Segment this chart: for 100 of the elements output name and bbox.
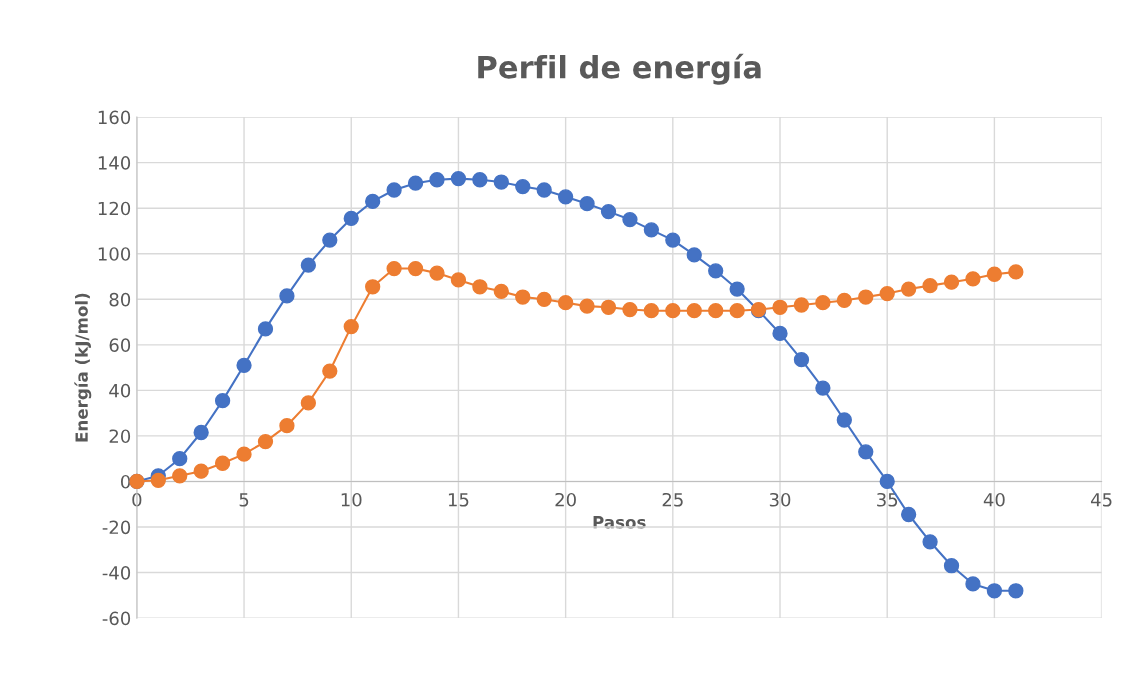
y-tick-label: 0	[121, 474, 131, 489]
point	[193, 424, 209, 441]
point	[472, 172, 488, 188]
y-tick-label: 120	[98, 201, 131, 216]
x-tick-label: 0	[132, 492, 142, 507]
point	[943, 558, 960, 574]
point	[407, 260, 424, 277]
point	[772, 299, 788, 315]
point	[322, 232, 338, 248]
point	[236, 357, 252, 373]
point	[557, 295, 574, 311]
point	[922, 534, 938, 550]
point	[1008, 264, 1024, 280]
x-tick-label: 15	[448, 493, 469, 507]
point	[643, 303, 660, 319]
point	[214, 455, 231, 471]
point	[943, 274, 960, 290]
point	[279, 288, 295, 304]
y-tick-label: -20	[102, 520, 131, 535]
point	[686, 303, 702, 319]
y-tick-label: -40	[102, 566, 131, 580]
point	[879, 473, 895, 490]
point	[708, 263, 724, 279]
x-tick-label: 35	[877, 492, 898, 507]
y-tick-label: 20	[109, 429, 131, 444]
y-tick-label: 140	[98, 156, 131, 170]
x-tick-label: 10	[341, 492, 362, 507]
point	[665, 303, 681, 319]
point	[300, 257, 317, 273]
point	[365, 279, 381, 295]
point	[1008, 583, 1024, 599]
point	[708, 303, 724, 319]
point	[493, 283, 509, 299]
y-tick-label: 100	[98, 247, 131, 261]
point	[579, 298, 595, 314]
point	[515, 178, 531, 195]
y-axis-title: Energía (kJ/mol)	[74, 293, 92, 442]
y-tick-label: 40	[109, 383, 131, 398]
y-tick-label: 80	[109, 292, 131, 307]
x-tick-label: 5	[239, 493, 249, 507]
point	[343, 318, 359, 335]
point	[665, 232, 681, 248]
point	[515, 289, 531, 305]
point	[729, 281, 745, 297]
point	[322, 363, 338, 379]
point	[772, 325, 788, 342]
point	[793, 352, 810, 368]
point	[257, 321, 274, 337]
x-axis-title: Pasos	[593, 516, 646, 529]
point	[214, 392, 231, 409]
point	[386, 260, 402, 277]
point	[257, 433, 274, 450]
point	[815, 295, 831, 311]
y-tick-label: -60	[102, 611, 131, 626]
point	[986, 583, 1003, 599]
point	[836, 292, 852, 309]
x-tick-label: 40	[983, 492, 1005, 507]
point	[429, 265, 445, 281]
point	[407, 175, 424, 191]
point	[901, 506, 917, 523]
point	[472, 279, 488, 295]
point	[922, 277, 938, 294]
x-tick-label: 25	[662, 492, 683, 507]
y-tick-label: 60	[109, 338, 131, 352]
point	[600, 203, 617, 220]
x-tick-label: 45	[1090, 493, 1112, 507]
point	[986, 266, 1003, 282]
point	[536, 291, 552, 307]
point	[493, 174, 509, 190]
point	[879, 285, 895, 302]
point	[429, 172, 445, 188]
point	[686, 247, 702, 263]
point	[793, 297, 810, 313]
point	[172, 468, 188, 484]
point	[386, 182, 402, 198]
point	[815, 380, 831, 396]
point	[858, 289, 874, 305]
point	[236, 446, 252, 462]
point	[579, 196, 595, 212]
point	[858, 444, 874, 460]
point	[600, 299, 617, 315]
point	[965, 576, 981, 592]
point	[193, 463, 209, 479]
point	[729, 303, 745, 319]
chart-title: Perfil de energía	[478, 53, 761, 85]
point	[450, 272, 467, 288]
x-tick-label: 30	[769, 492, 791, 507]
point	[965, 271, 981, 287]
point	[901, 281, 917, 297]
point	[557, 189, 574, 205]
point	[172, 451, 188, 467]
point	[622, 211, 638, 228]
point	[150, 472, 166, 488]
point	[300, 395, 317, 411]
point	[536, 182, 552, 198]
point	[279, 418, 295, 434]
point	[365, 193, 381, 210]
x-tick-label: 20	[555, 492, 576, 507]
point	[643, 222, 660, 238]
point	[343, 210, 359, 227]
